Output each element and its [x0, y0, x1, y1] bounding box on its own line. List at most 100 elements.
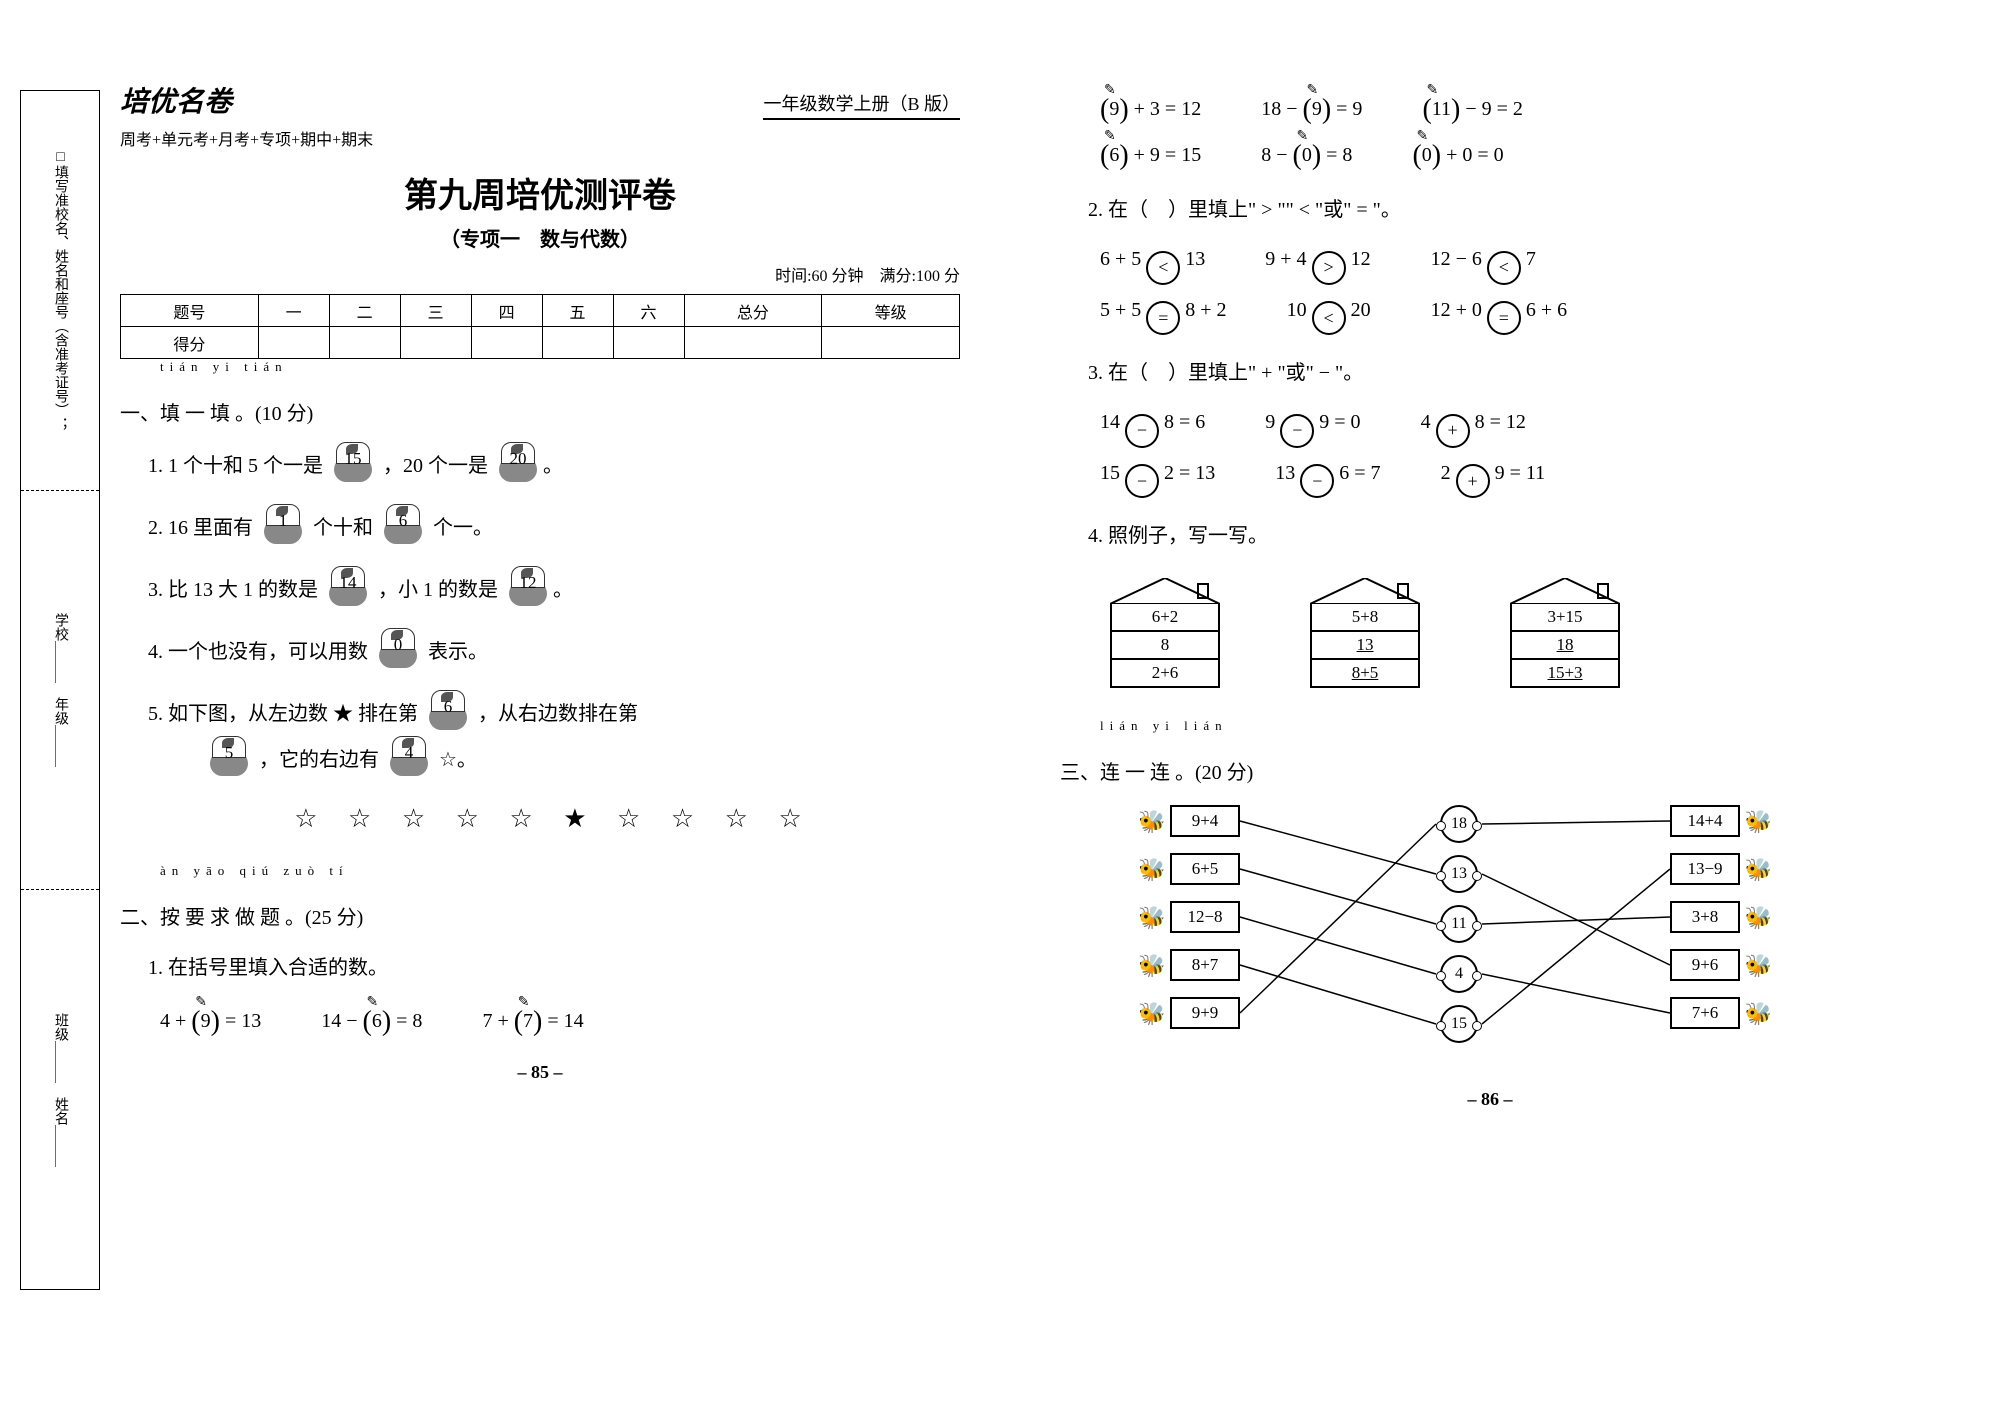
eq-row-2: ✎9 + 3 = 12 18 − ✎9 = 9 ✎11 − 9 = 2: [1100, 94, 1920, 126]
sec2-pinyin: àn yāo qiú zuò tí: [160, 863, 960, 879]
q2-2: 2. 在（ ）里填上" > "" < "或" = "。: [1088, 188, 1920, 232]
match-center-circle: 15: [1440, 1005, 1478, 1043]
match-right-box: 3+8🐝: [1670, 901, 1740, 933]
th-5: 五: [542, 295, 613, 327]
th-7: 总分: [684, 295, 822, 327]
op-circle: −: [1125, 464, 1159, 498]
eq-row-3: ✎6 + 9 = 15 8 − ✎0 = 8 ✎0 + 0 = 0: [1100, 140, 1920, 172]
op-circle: <: [1312, 301, 1346, 335]
sec3-pinyin: lián yi lián: [1100, 718, 1920, 734]
paren-ans: ✎6: [1100, 140, 1129, 172]
book-title: 一年级数学上册（B 版）: [763, 90, 960, 120]
match-left-box: 12−8🐝: [1170, 901, 1240, 933]
paren-ans: ✎9: [1303, 94, 1332, 126]
q1-2: 2. 16 里面有 1 个十和 6 个一。: [148, 504, 960, 550]
op-circle: >: [1312, 251, 1346, 285]
star-row: ☆ ☆ ☆ ☆ ☆ ★ ☆ ☆ ☆ ☆: [148, 790, 960, 847]
th-0: 题号: [121, 295, 259, 327]
th-1: 一: [258, 295, 329, 327]
paren-ans: ✎0: [1293, 140, 1322, 172]
th-3: 三: [400, 295, 471, 327]
th-8: 等级: [822, 295, 960, 327]
page-number: – 85 –: [120, 1062, 960, 1083]
match-right-box: 14+4🐝: [1670, 805, 1740, 837]
apple-icon: 12: [503, 566, 553, 606]
sb-3: 班级＿＿＿ 姓名＿＿＿: [21, 889, 99, 1289]
house-3: 3+15 18 15+3: [1510, 578, 1620, 688]
section-3-title: 三、连 一 连 。(20 分): [1060, 756, 1920, 785]
subheader: 周考+单元考+月考+专项+期中+期末: [120, 126, 960, 150]
paren-ans: ✎0: [1412, 140, 1441, 172]
apple-icon: 5: [204, 736, 254, 776]
q2-4: 4. 照例子，写一写。: [1088, 514, 1920, 558]
q1-3: 3. 比 13 大 1 的数是 14 ，小 1 的数是 12。: [148, 566, 960, 612]
op-circle: −: [1280, 414, 1314, 448]
match-right-box: 7+6🐝: [1670, 997, 1740, 1029]
paren-ans: ✎9: [1100, 94, 1129, 126]
sidebar-info: □填写准校名、姓名和座号（含准考证号）； 学校＿＿＿ 年级＿＿＿ 班级＿＿＿ 姓…: [20, 90, 100, 1290]
paren-ans: ✎9: [191, 1006, 220, 1038]
apple-icon: 4: [384, 736, 434, 776]
paren-ans: ✎6: [363, 1006, 392, 1038]
house-1: 6+2 8 2+6: [1110, 578, 1220, 688]
op-circle: −: [1300, 464, 1334, 498]
op-circle: −: [1125, 414, 1159, 448]
q2-1: 1. 在括号里填入合适的数。: [148, 946, 960, 990]
pm-row-2: 15 − 2 = 13 13 − 6 = 7 2 + 9 = 11: [1100, 462, 1920, 499]
match-center-circle: 4: [1440, 955, 1478, 993]
match-diagram: 9+4🐝 6+5🐝 12−8🐝 8+7🐝 9+9🐝 18 13 11 4 15 14+4🐝 13−…: [1140, 805, 1840, 1065]
match-center-circle: 13: [1440, 855, 1478, 893]
th-6: 六: [613, 295, 684, 327]
apple-icon: 15: [328, 442, 378, 482]
op-circle: +: [1456, 464, 1490, 498]
paren-ans: ✎7: [514, 1006, 543, 1038]
header: 培优名卷 一年级数学上册（B 版）: [120, 80, 960, 120]
eq-row-1: 4 + ✎9 = 13 14 − ✎6 = 8 7 + ✎7 = 14: [160, 1006, 960, 1038]
match-left-box: 8+7🐝: [1170, 949, 1240, 981]
score-table: 题号 一 二 三 四 五 六 总分 等级 得分: [120, 294, 960, 359]
op-circle: <: [1146, 251, 1180, 285]
q1-5: 5. 如下图，从左边数 ★ 排在第 6 ，从右边数排在第 5 ，它的右边有 4 …: [148, 690, 960, 847]
sec1-pinyin: tián yi tián: [160, 359, 960, 375]
op-circle: +: [1436, 414, 1470, 448]
cmp-row-2: 5 + 5 = 8 + 2 10 < 20 12 + 0 = 6 + 6: [1100, 299, 1920, 336]
op-circle: =: [1487, 301, 1521, 335]
apple-icon: 6: [378, 504, 428, 544]
section-2-title: 二、按 要 求 做 题 。(25 分): [120, 901, 960, 930]
paren-ans: ✎11: [1422, 94, 1460, 126]
time-score-meta: 时间:60 分钟 满分:100 分: [120, 262, 960, 286]
apple-icon: 20: [493, 442, 543, 482]
sb-2: 学校＿＿＿ 年级＿＿＿: [21, 490, 99, 890]
page-86: ✎9 + 3 = 12 18 − ✎9 = 9 ✎11 − 9 = 2 ✎6 +…: [1000, 0, 2000, 1415]
op-circle: =: [1146, 301, 1180, 335]
apple-icon: 1: [258, 504, 308, 544]
house-2: 5+8 13 8+5: [1310, 578, 1420, 688]
q2-3: 3. 在（ ）里填上" + "或" − "。: [1088, 351, 1920, 395]
match-right-box: 13−9🐝: [1670, 853, 1740, 885]
q1-1: 1. 1 个十和 5 个一是 15 ，20 个一是 20。: [148, 442, 960, 488]
op-circle: <: [1487, 251, 1521, 285]
match-right-box: 9+6🐝: [1670, 949, 1740, 981]
page-number: – 86 –: [1060, 1089, 1920, 1110]
th-2: 二: [329, 295, 400, 327]
match-center-circle: 11: [1440, 905, 1478, 943]
exam-subtitle: （专项一 数与代数）: [120, 223, 960, 252]
pm-row-1: 14 − 8 = 6 9 − 9 = 0 4 + 8 = 12: [1100, 411, 1920, 448]
exam-title: 第九周培优测评卷: [120, 168, 960, 217]
cmp-row-1: 6 + 5 < 13 9 + 4 > 12 12 − 6 < 7: [1100, 248, 1920, 285]
match-left-box: 9+9🐝: [1170, 997, 1240, 1029]
score-row-label: 得分: [121, 327, 259, 359]
sb-1: □填写准校名、姓名和座号（含准考证号）；: [21, 91, 99, 490]
q1-4: 4. 一个也没有，可以用数 0 表示。: [148, 628, 960, 674]
apple-icon: 0: [373, 628, 423, 668]
match-left-box: 6+5🐝: [1170, 853, 1240, 885]
match-left-box: 9+4🐝: [1170, 805, 1240, 837]
page-85: □填写准校名、姓名和座号（含准考证号）； 学校＿＿＿ 年级＿＿＿ 班级＿＿＿ 姓…: [0, 0, 1000, 1415]
apple-icon: 14: [323, 566, 373, 606]
th-4: 四: [471, 295, 542, 327]
logo-text: 培优名卷: [120, 80, 232, 120]
match-center-circle: 18: [1440, 805, 1478, 843]
house-row: 6+2 8 2+6 5+8 13 8+5 3+15 18 15+3: [1110, 578, 1920, 688]
apple-icon: 6: [423, 690, 473, 730]
section-1-title: 一、填 一 填 。(10 分): [120, 397, 960, 426]
